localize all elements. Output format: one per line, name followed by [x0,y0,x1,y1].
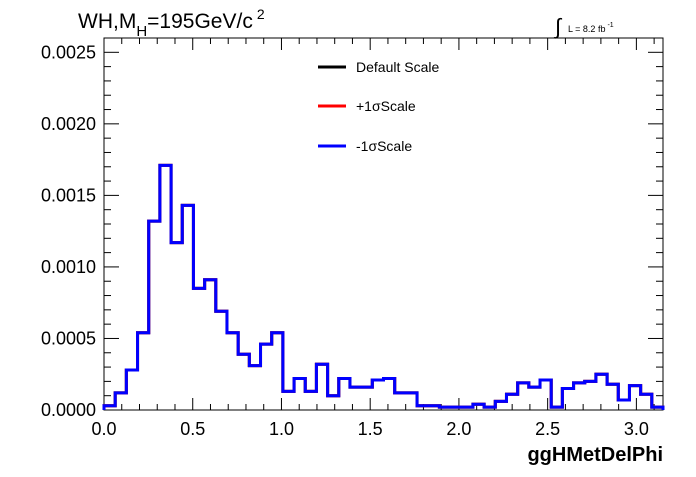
legend-label-plus1sigma: +1σScale [356,98,416,114]
y-tick-label: 0.0015 [41,185,96,205]
y-tick-label: 0.0005 [41,328,96,348]
series-lines [102,163,665,410]
legend: Default Scale +1σScale -1σScale [318,59,439,154]
x-tick-label: 0.5 [180,419,205,439]
chart-title: WH,MH=195GeV/c 2 [78,6,265,40]
series-line-0 [102,163,665,410]
x-tick-label: 2.0 [446,419,471,439]
axis-ticks [103,37,663,411]
title-superscript: 2 [257,6,265,22]
x-tick-label: 2.5 [535,419,560,439]
plot-frame [103,37,664,411]
x-tick-label: 3.0 [624,419,649,439]
series-line-2 [102,163,665,410]
lumi-label: L = 8.2 fb -1 [568,22,614,34]
x-tick-label: 0.0 [91,419,116,439]
x-tick-label: 1.0 [269,419,294,439]
legend-label-default: Default Scale [356,59,439,75]
lumi-superscript: -1 [607,22,613,29]
lumi-integral-symbol: ∫ [553,14,563,39]
title-subscript: H [136,23,147,40]
legend-label-minus1sigma: -1σScale [356,138,412,154]
lumi-text: L = 8.2 fb [568,24,605,34]
x-axis-title: ggHMetDelPhi [527,444,663,466]
x-tick-label: 1.5 [358,419,383,439]
axis-tick-labels: 0.0 0.5 1.0 1.5 2.0 2.5 3.0 0.0000 0.0005 0.0010 0… [41,42,649,439]
title-main: WH,M [78,10,136,33]
y-tick-label: 0.0010 [41,257,96,277]
title-rest: =195GeV/c [147,10,253,33]
y-tick-label: 0.0000 [41,400,96,420]
series-line-1 [102,163,665,410]
y-tick-label: 0.0025 [41,42,96,62]
y-tick-label: 0.0020 [41,114,96,134]
